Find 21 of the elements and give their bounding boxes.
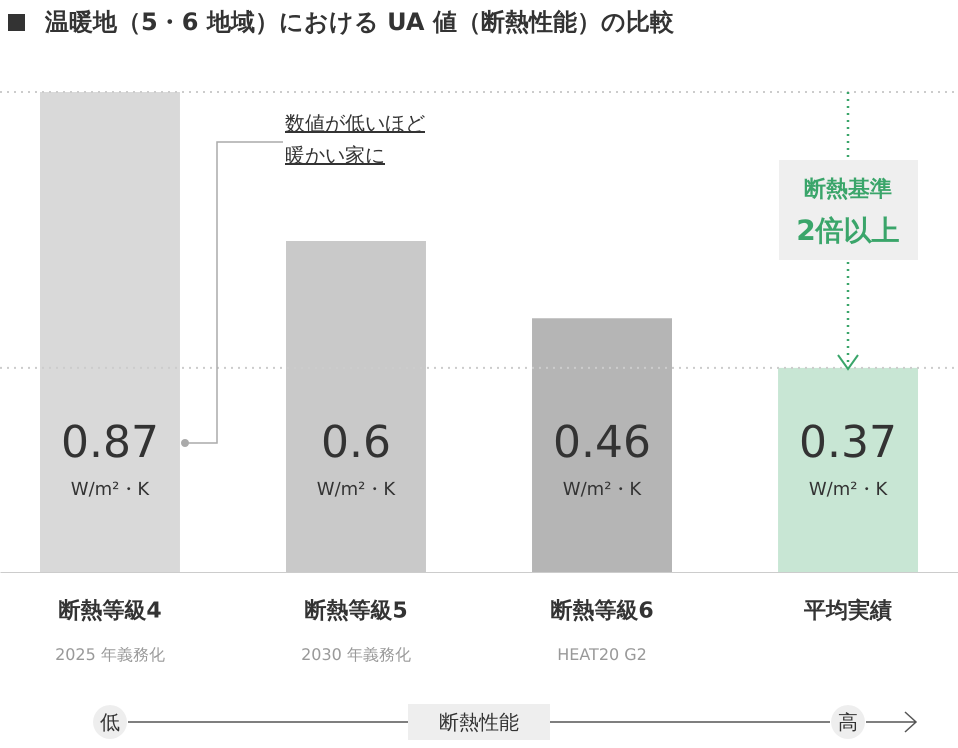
annotation: W/m²・K [70,479,150,500]
annotation: W/m²・K [316,479,396,500]
bar [40,92,180,572]
category-label: 断熱等級6 HEAT20 G2 [550,598,654,664]
annotation: 数値が低いほど暖かい家に [285,111,425,167]
data-label: 0.87 [60,417,159,468]
x-tick-label: 平均実績 [803,598,892,624]
bar [778,368,918,572]
annotation: W/m²・K [808,479,888,500]
bar [532,318,672,572]
category-label: 断熱等級5 2030 年義務化 [301,598,411,664]
data-label: 0.37 [799,417,898,468]
category-label: 断熱等級4 2025 年義務化 [55,598,165,664]
chart-title: 温暖地（5・6 地域）における UA 値（断熱性能）の比較 [45,7,674,38]
text: 高 [838,710,858,734]
text: 断熱性能 [439,710,519,734]
text: 低 [100,710,120,734]
data-label: 0.6 [321,417,391,468]
annotation: 断熱基準2倍以上 [796,177,900,247]
data-label: 0.46 [553,417,651,468]
annotation: W/m²・K [562,479,642,500]
